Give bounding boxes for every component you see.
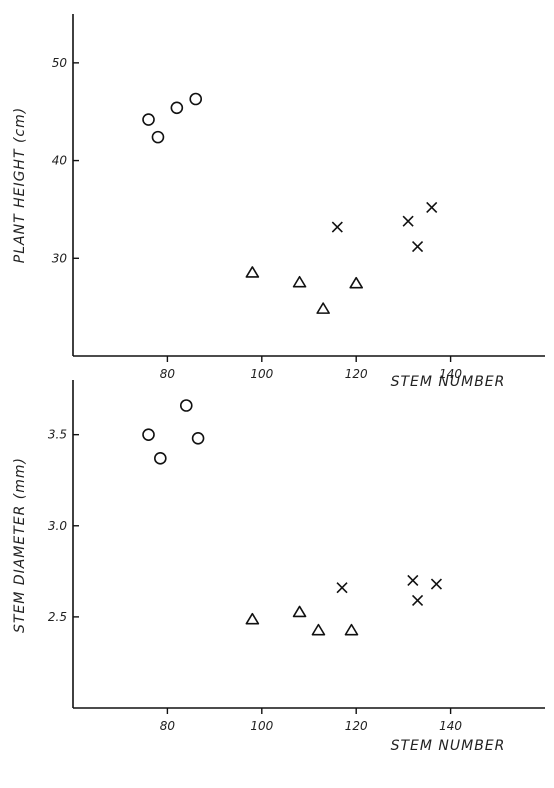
series-circle: [142, 399, 205, 465]
data-point-circle: [154, 452, 167, 465]
data-point-triangle: [292, 275, 307, 288]
x-tick-label: 120: [345, 719, 368, 733]
y-tick-label: 50: [52, 56, 68, 70]
chart-panel-1: 80 100 120 140 30 40 50 STEM NUMBER PLANT HEIGHT…: [12, 14, 545, 390]
series-triangle: [245, 605, 359, 636]
y-tick-label: 30: [52, 251, 68, 265]
series-cross: [331, 201, 438, 253]
data-point-triangle: [311, 623, 326, 636]
data-point-triangle: [292, 605, 307, 618]
data-point-cross: [336, 582, 348, 594]
series-triangle: [245, 266, 364, 314]
data-point-cross: [430, 578, 443, 590]
y-tick-label: 3.5: [48, 428, 67, 442]
x-tick-label: 80: [160, 719, 176, 733]
x-tick-label: 120: [345, 367, 368, 381]
y-tick-label: 3.0: [48, 519, 67, 533]
x-tick-label: 80: [160, 367, 176, 381]
data-point-circle: [142, 428, 155, 441]
y-tick-label: 40: [52, 154, 68, 168]
y-axis-title: STEM DIAMETER (mm): [12, 457, 28, 633]
data-point-cross: [411, 594, 424, 607]
data-point-triangle: [245, 612, 260, 625]
x-axis-title: STEM NUMBER: [391, 738, 506, 754]
x-axis-title: STEM NUMBER: [391, 374, 506, 390]
data-point-circle: [179, 399, 193, 412]
x-tick-label: 140: [439, 719, 462, 733]
data-point-circle: [151, 130, 165, 144]
x-tick-label: 100: [250, 719, 273, 733]
data-point-circle: [170, 101, 184, 115]
series-circle: [142, 92, 203, 144]
x-tick-label: 100: [250, 367, 273, 381]
chart-panel-2: 80 100 120 140 2.5 3.0 3.5 STEM NUMBER STEM DIAM…: [12, 380, 545, 754]
data-point-triangle: [344, 623, 359, 636]
data-point-circle: [189, 92, 203, 106]
data-point-circle: [191, 432, 205, 445]
y-tick-label: 2.5: [48, 610, 67, 624]
data-point-cross: [411, 240, 424, 253]
x-tick-label: 140: [439, 367, 462, 381]
data-point-cross: [426, 201, 438, 214]
data-point-cross: [331, 221, 343, 233]
data-point-circle: [142, 113, 155, 126]
y-axis-title: PLANT HEIGHT (cm): [12, 107, 28, 263]
data-point-triangle: [349, 276, 364, 289]
data-point-cross: [402, 215, 414, 227]
data-point-triangle: [245, 266, 260, 278]
data-point-triangle: [316, 302, 330, 314]
series-cross: [336, 574, 443, 607]
data-point-cross: [407, 574, 419, 587]
